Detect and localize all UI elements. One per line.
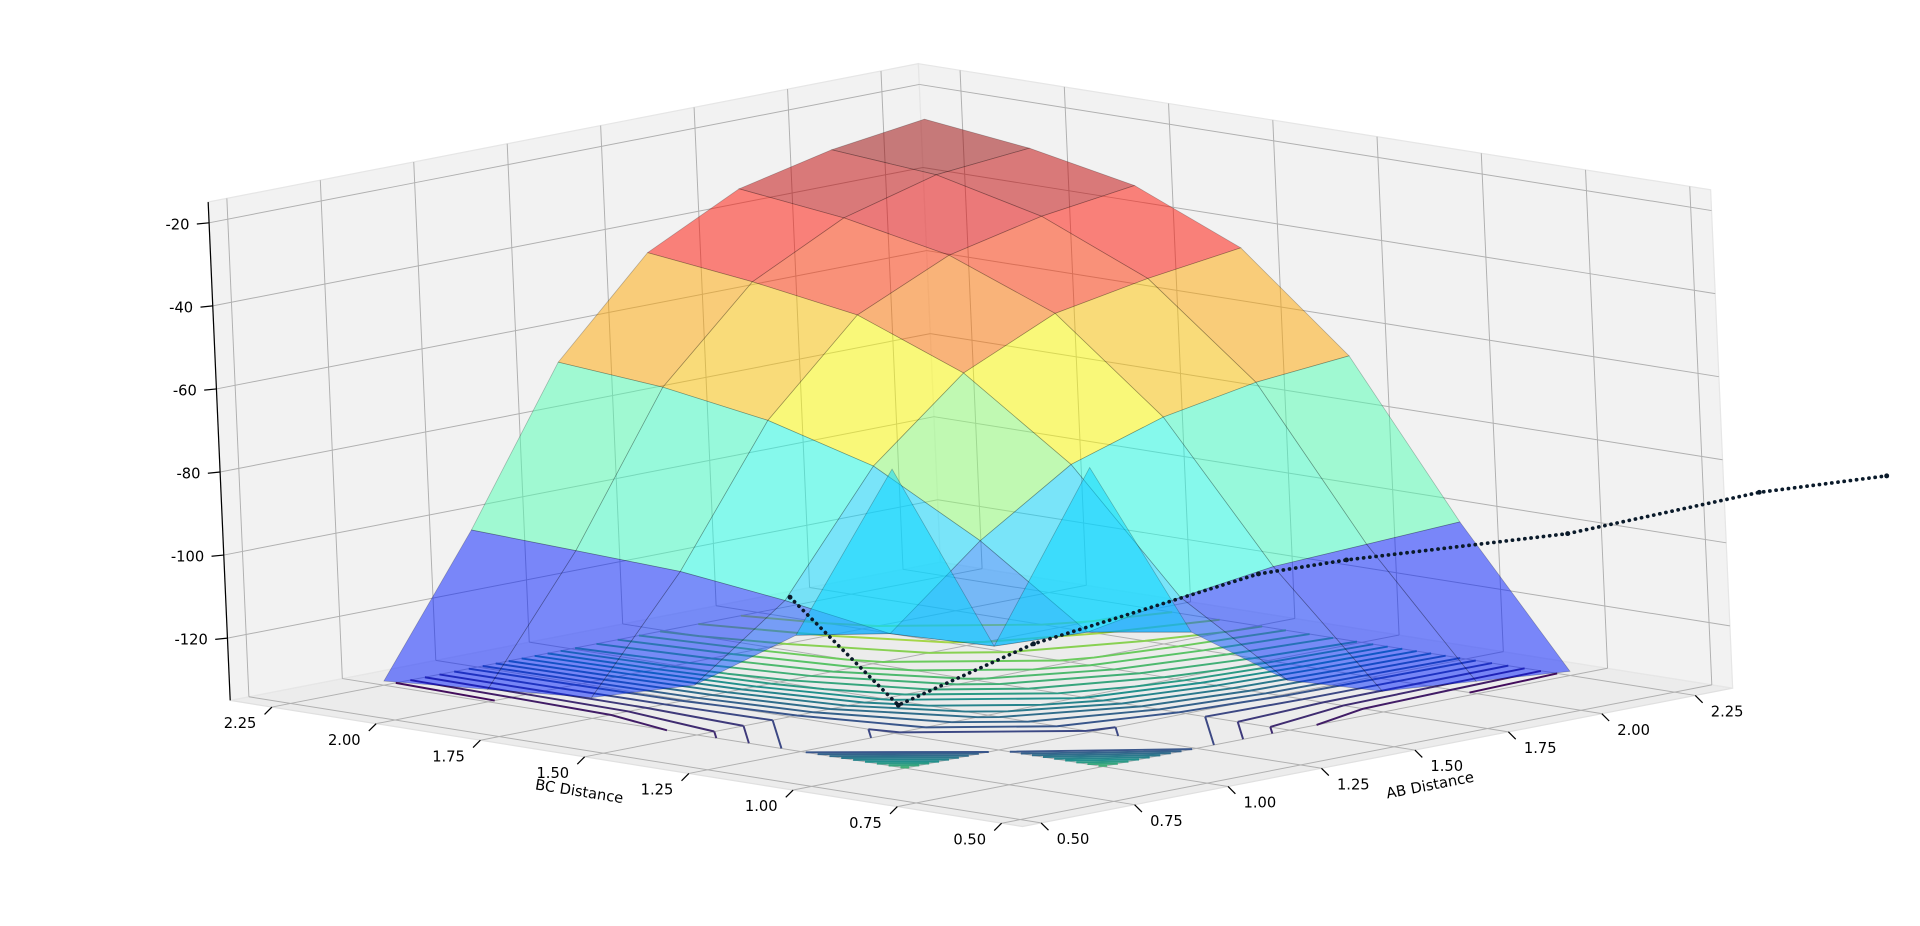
z-tick-label: -80 <box>177 465 201 482</box>
contour-line <box>410 669 1542 732</box>
y-tick-label: 1.50 <box>536 765 569 782</box>
grid-line <box>919 83 1712 212</box>
x-tick <box>1321 767 1330 777</box>
x-tick-label: 2.00 <box>1617 722 1650 739</box>
y-tick <box>264 706 273 715</box>
y-tick-label: 1.00 <box>745 798 778 815</box>
y-tick-label: 0.75 <box>849 815 882 832</box>
z-axis-line <box>207 202 231 701</box>
y-tick <box>993 822 1003 831</box>
z-tick <box>207 471 221 474</box>
grid-line <box>319 180 343 679</box>
trajectory-point <box>1343 557 1349 563</box>
grid-line <box>1480 153 1504 652</box>
trajectory-point <box>1031 641 1036 647</box>
y-tick <box>681 772 690 782</box>
x-tick-label: 2.25 <box>1711 704 1744 721</box>
grid-line <box>226 198 250 697</box>
surface-patch <box>795 468 995 647</box>
z-tick <box>200 305 213 308</box>
z-tick <box>196 222 210 225</box>
grid-line <box>1585 169 1609 669</box>
trajectory-point <box>787 594 793 600</box>
surface-patch <box>856 254 1056 374</box>
surface-patch <box>470 361 664 552</box>
surface-patch <box>1366 521 1571 682</box>
z-tick <box>215 637 228 640</box>
x-tick-label: 0.50 <box>1057 831 1090 848</box>
y-tick <box>889 806 898 815</box>
y-tick <box>472 739 481 749</box>
grid-line <box>584 617 1295 758</box>
grid-line <box>248 696 1042 824</box>
y-tick-label: 2.00 <box>328 732 361 749</box>
trajectory-point <box>895 702 901 708</box>
x-tick <box>1601 713 1610 722</box>
x-tick <box>1507 731 1517 740</box>
surface-patch <box>1179 566 1384 692</box>
grid-line <box>413 161 437 661</box>
y-tick-label: 1.25 <box>641 782 674 799</box>
grid-line <box>1001 684 1712 824</box>
z-tick <box>211 554 224 557</box>
surface-patch <box>993 466 1192 647</box>
x-tick <box>1040 822 1049 831</box>
trajectory-point <box>1884 473 1890 479</box>
y-tick-label: 0.50 <box>953 831 986 848</box>
trajectory-point <box>1565 531 1571 537</box>
x-tick <box>1227 786 1236 795</box>
x-tick-label: 1.50 <box>1430 758 1463 775</box>
grid-line <box>1689 186 1713 685</box>
contour-line <box>395 672 1558 702</box>
trajectory-point <box>1256 571 1261 577</box>
z-tick-label: -20 <box>165 216 189 233</box>
plot-area: -120 -100 -80 -60 -40 -20 0.50 0.75 1.00 1.25 1.50… <box>165 62 1890 848</box>
x-tick-label: 0.75 <box>1150 813 1183 830</box>
y-axis-label: BC Distance <box>534 776 625 807</box>
x-tick <box>1694 695 1704 704</box>
grid-line <box>208 83 920 224</box>
z-tick-label: -60 <box>173 382 197 399</box>
x-tick-label: 1.00 <box>1244 795 1277 812</box>
y-tick-label: 1.75 <box>432 748 465 765</box>
trajectory-path <box>788 474 1889 708</box>
y-tick <box>576 756 586 765</box>
y-tick-label: 2.25 <box>224 715 257 732</box>
x-tick-label: 1.75 <box>1524 740 1557 757</box>
grid-line <box>342 678 1135 806</box>
y-tick <box>368 723 377 732</box>
z-tick-label: -100 <box>171 549 204 566</box>
x-tick <box>1134 804 1143 813</box>
z-tick <box>204 388 217 391</box>
trajectory-point <box>1756 489 1762 495</box>
x-tick-label: 1.25 <box>1337 776 1370 793</box>
grid-line <box>897 667 1608 808</box>
z-tick-label: -40 <box>169 299 193 316</box>
z-tick-label: -120 <box>175 632 208 649</box>
y-tick <box>785 789 794 798</box>
x-tick <box>1414 749 1423 758</box>
